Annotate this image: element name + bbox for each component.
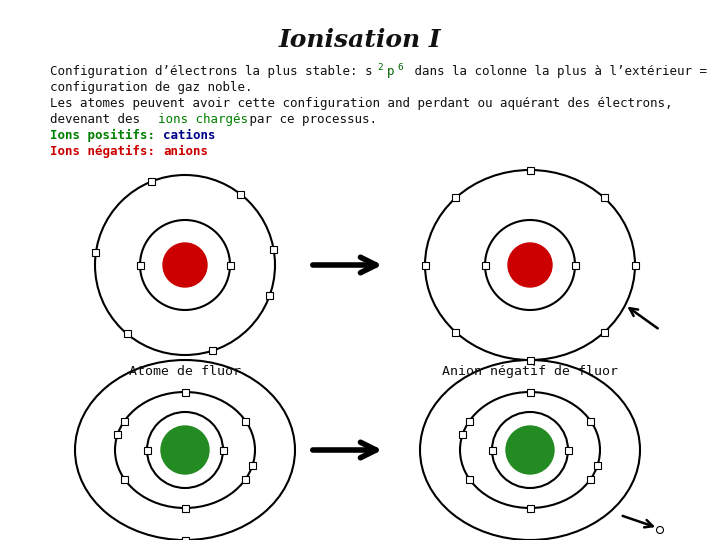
Bar [526,166,534,173]
Bar [210,347,216,354]
Text: par ce processus.: par ce processus. [242,113,377,126]
Bar [488,447,495,454]
Bar [249,462,256,469]
Circle shape [508,243,552,287]
Bar [121,417,128,424]
Bar [148,178,155,185]
Bar [181,504,189,511]
Text: Ionisation I: Ionisation I [279,28,441,52]
Text: configuration de gaz noble.: configuration de gaz noble. [50,81,253,94]
Bar [594,462,601,469]
Bar [242,476,249,483]
Text: 2: 2 [377,63,382,72]
Bar [452,194,459,201]
Bar [459,431,466,438]
Bar [137,261,143,268]
Text: devenant des: devenant des [50,113,148,126]
Bar [564,447,572,454]
Bar [237,191,244,198]
Text: Anion négatif de fluor: Anion négatif de fluor [442,365,618,378]
Text: Les atomes peuvent avoir cette configuration and perdant ou aquérant des électro: Les atomes peuvent avoir cette configura… [50,97,672,110]
Bar [92,249,99,256]
Text: Ions négatifs:: Ions négatifs: [50,145,163,158]
Text: Ions positifs:: Ions positifs: [50,129,163,142]
Text: Configuration d’électrons la plus stable: s: Configuration d’électrons la plus stable… [50,65,372,78]
Bar [526,504,534,511]
Circle shape [161,426,209,474]
Bar [587,476,594,483]
Bar [572,261,578,268]
Text: cations: cations [163,129,215,142]
Text: Atome de fluor: Atome de fluor [129,365,241,378]
Bar [600,329,608,336]
Bar [270,246,277,253]
Bar [181,537,189,540]
Text: ions chargés: ions chargés [158,113,248,126]
Circle shape [657,526,664,534]
Bar [266,292,273,299]
Bar [121,476,128,483]
Text: dans la colonne la plus à l’extérieur =: dans la colonne la plus à l’extérieur = [407,65,707,78]
Bar [526,356,534,363]
Bar [452,329,459,336]
Bar [227,261,233,268]
Circle shape [506,426,554,474]
Bar [466,417,473,424]
Bar [114,431,121,438]
Bar [242,417,249,424]
Bar [482,261,488,268]
Bar [600,194,608,201]
Bar [124,330,130,338]
Bar [631,261,639,268]
Bar [143,447,150,454]
Bar [181,388,189,395]
Text: anions: anions [163,145,208,158]
Bar [587,417,594,424]
Bar [526,388,534,395]
Text: p: p [387,65,395,78]
Bar [220,447,227,454]
Bar [421,261,428,268]
Text: 6: 6 [397,63,402,72]
Circle shape [163,243,207,287]
Bar [466,476,473,483]
